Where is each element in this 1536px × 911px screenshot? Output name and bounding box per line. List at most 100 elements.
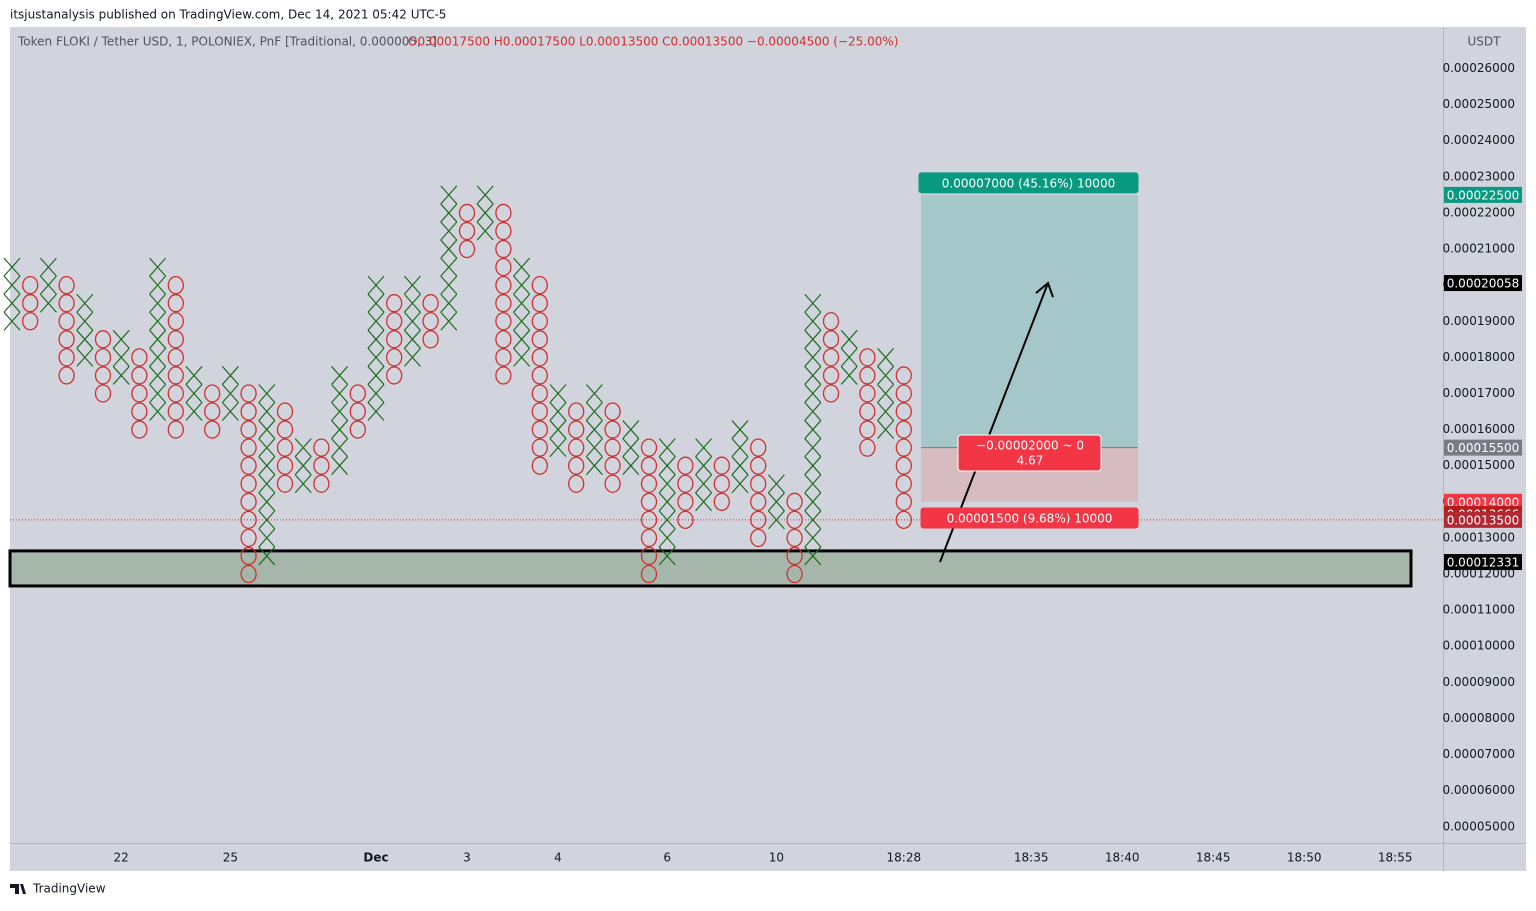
y-tick-label: 0.00006000 bbox=[1442, 783, 1515, 797]
x-box bbox=[294, 456, 312, 476]
x-box bbox=[804, 474, 822, 494]
o-box bbox=[640, 438, 658, 457]
x-box bbox=[767, 492, 785, 512]
o-box bbox=[495, 294, 512, 313]
x-box bbox=[258, 456, 276, 476]
x-box bbox=[112, 366, 130, 385]
x-box bbox=[367, 311, 385, 331]
x-box bbox=[804, 492, 822, 512]
o-box bbox=[22, 312, 39, 331]
x-box bbox=[622, 420, 640, 439]
x-box bbox=[513, 257, 531, 277]
o-box bbox=[713, 492, 730, 511]
o-box bbox=[131, 402, 148, 421]
o-box bbox=[240, 384, 257, 403]
x-tick-label: 10 bbox=[769, 851, 784, 865]
price-badge-label: 0.00014000 bbox=[1447, 495, 1520, 509]
x-box bbox=[403, 329, 421, 349]
x-box bbox=[658, 528, 676, 548]
o-box bbox=[349, 420, 366, 439]
x-box bbox=[331, 366, 349, 385]
chart-background bbox=[10, 27, 1526, 871]
x-box bbox=[440, 221, 458, 241]
x-column bbox=[476, 185, 494, 241]
o-box bbox=[531, 438, 548, 457]
o-box bbox=[531, 456, 548, 475]
x-tick-label: 18:45 bbox=[1196, 851, 1231, 865]
o-box bbox=[531, 366, 548, 385]
x-column bbox=[112, 329, 130, 385]
x-box bbox=[294, 438, 312, 458]
x-column bbox=[622, 420, 640, 476]
y-tick-label: 0.00023000 bbox=[1442, 169, 1515, 183]
x-box bbox=[221, 384, 239, 403]
x-box bbox=[513, 347, 531, 367]
o-box bbox=[313, 456, 330, 475]
o-box bbox=[531, 294, 548, 313]
price-badge-label: 0.00022500 bbox=[1447, 188, 1520, 202]
y-tick-label: 0.00010000 bbox=[1442, 639, 1515, 653]
x-box bbox=[440, 239, 458, 259]
x-box bbox=[731, 456, 749, 476]
o-box bbox=[640, 492, 658, 511]
o-box bbox=[58, 366, 75, 385]
ohlc-legend: O0.00017500 H0.00017500 L0.00013500 C0.0… bbox=[408, 35, 898, 49]
o-box bbox=[422, 312, 439, 331]
o-box bbox=[786, 546, 803, 566]
x-box bbox=[804, 546, 822, 566]
o-box bbox=[895, 474, 912, 493]
o-column bbox=[568, 402, 585, 493]
o-box bbox=[94, 366, 112, 385]
o-column bbox=[859, 348, 876, 457]
o-box bbox=[495, 366, 512, 385]
o-box bbox=[895, 456, 912, 475]
x-box bbox=[804, 384, 822, 403]
x-box bbox=[258, 528, 276, 548]
x-box bbox=[149, 347, 167, 367]
o-box bbox=[313, 438, 330, 457]
x-box bbox=[149, 311, 167, 331]
o-box bbox=[786, 510, 803, 529]
x-box bbox=[549, 420, 567, 439]
o-box bbox=[240, 456, 257, 475]
o-box bbox=[167, 330, 184, 349]
o-box bbox=[240, 438, 257, 457]
x-box bbox=[767, 474, 785, 494]
o-box bbox=[349, 384, 366, 403]
x-box bbox=[185, 384, 203, 403]
stop-label-box bbox=[920, 507, 1139, 529]
o-box bbox=[167, 420, 184, 439]
o-box bbox=[495, 348, 512, 367]
o-column bbox=[531, 276, 548, 475]
o-box bbox=[240, 546, 257, 566]
x-box bbox=[877, 366, 895, 385]
x-box bbox=[513, 293, 531, 313]
o-column bbox=[822, 312, 840, 403]
x-box bbox=[403, 293, 421, 313]
o-box bbox=[677, 456, 694, 475]
x-box bbox=[149, 257, 167, 277]
x-column bbox=[258, 384, 276, 566]
o-box bbox=[422, 294, 439, 313]
o-box bbox=[786, 528, 803, 548]
x-box bbox=[804, 456, 822, 476]
x-box bbox=[440, 185, 458, 205]
x-tick-label: 18:50 bbox=[1287, 851, 1322, 865]
x-box bbox=[585, 456, 603, 476]
x-box bbox=[185, 366, 203, 385]
x-tick-label: 25 bbox=[223, 851, 238, 865]
x-box bbox=[804, 366, 822, 385]
o-column bbox=[386, 294, 403, 385]
o-box bbox=[531, 276, 548, 295]
x-box bbox=[403, 311, 421, 331]
o-box bbox=[349, 402, 366, 421]
ratio-label: 4.67 bbox=[1017, 454, 1044, 468]
x-column bbox=[39, 257, 57, 313]
o-box bbox=[204, 384, 221, 403]
o-box bbox=[895, 420, 912, 439]
o-box bbox=[531, 312, 548, 331]
o-box bbox=[713, 474, 730, 493]
o-box bbox=[240, 510, 257, 529]
x-column bbox=[185, 366, 203, 421]
